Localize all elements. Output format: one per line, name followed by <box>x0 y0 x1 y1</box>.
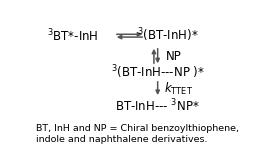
Text: $^{3}$(BT-InH---NP )*: $^{3}$(BT-InH---NP )* <box>111 64 205 81</box>
Text: indole and naphthalene derivatives.: indole and naphthalene derivatives. <box>36 135 207 144</box>
Text: BT-InH--- $^{3}$NP*: BT-InH--- $^{3}$NP* <box>115 98 200 115</box>
Text: $^{3}$BT*-InH: $^{3}$BT*-InH <box>47 27 99 44</box>
Text: BT, InH and NP = Chiral benzoylthiophene,: BT, InH and NP = Chiral benzoylthiophene… <box>36 124 239 133</box>
Text: $k_{\mathrm{TTET}}$: $k_{\mathrm{TTET}}$ <box>164 81 193 97</box>
Text: $^{3}$(BT-InH)*: $^{3}$(BT-InH)* <box>137 27 199 45</box>
Text: NP: NP <box>166 50 182 63</box>
